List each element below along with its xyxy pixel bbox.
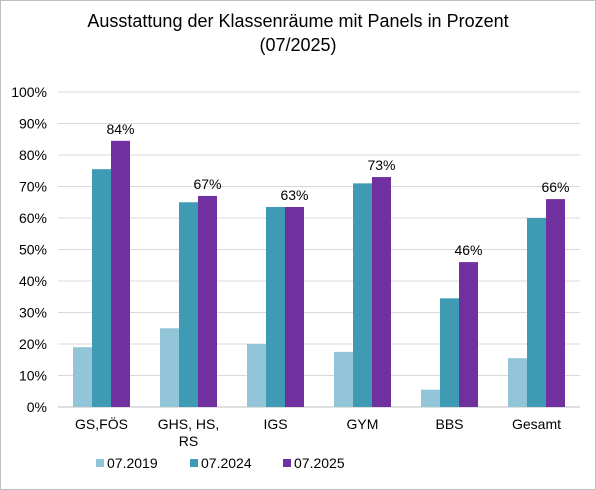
bar <box>421 389 440 407</box>
x-tick-label: RS <box>179 433 198 449</box>
legend-label: 07.2025 <box>294 455 345 471</box>
legend-swatch <box>283 459 291 467</box>
y-tick-label: 80% <box>19 147 47 163</box>
bar <box>247 344 266 407</box>
y-tick-label: 90% <box>19 116 47 132</box>
bar <box>440 298 459 407</box>
legend-swatch <box>190 459 198 467</box>
bar <box>459 262 478 407</box>
bar <box>111 140 130 407</box>
legend-label: 07.2024 <box>201 455 252 471</box>
bar <box>508 358 527 407</box>
data-label: 84% <box>106 121 134 137</box>
y-tick-label: 60% <box>19 210 47 226</box>
x-tick-label: BBS <box>435 416 463 432</box>
x-tick-label: IGS <box>263 416 287 432</box>
y-tick-label: 100% <box>11 84 47 100</box>
bar <box>198 195 217 407</box>
x-tick-label: GS,FÖS <box>75 415 128 432</box>
chart-title: Ausstattung der Klassenräume mit Panels … <box>0 9 596 57</box>
x-tick-label: GHS, HS, <box>158 416 219 432</box>
bar <box>285 206 304 407</box>
data-label: 73% <box>367 157 395 173</box>
data-label: 63% <box>280 187 308 203</box>
bar <box>73 347 92 407</box>
bar <box>546 199 565 407</box>
data-label: 66% <box>541 179 569 195</box>
bar <box>372 177 391 407</box>
chart-title-line: Ausstattung der Klassenräume mit Panels … <box>87 11 509 31</box>
bar <box>179 202 198 407</box>
bar <box>353 183 372 407</box>
bar <box>527 218 546 407</box>
y-tick-label: 50% <box>19 242 47 258</box>
x-tick-label: Gesamt <box>512 416 561 432</box>
y-tick-label: 70% <box>19 179 47 195</box>
legend-swatch <box>96 459 104 467</box>
y-tick-label: 30% <box>19 305 47 321</box>
chart-subtitle-line: (07/2025) <box>259 35 337 55</box>
y-tick-label: 20% <box>19 336 47 352</box>
bar <box>160 328 179 407</box>
y-tick-label: 10% <box>19 368 47 384</box>
bar <box>266 206 285 407</box>
legend-label: 07.2019 <box>107 455 158 471</box>
bar <box>92 169 111 407</box>
y-tick-label: 0% <box>27 399 47 415</box>
data-label: 67% <box>193 176 221 192</box>
x-tick-label: GYM <box>347 416 379 432</box>
y-tick-label: 40% <box>19 273 47 289</box>
data-label: 46% <box>454 242 482 258</box>
bar <box>334 351 353 407</box>
